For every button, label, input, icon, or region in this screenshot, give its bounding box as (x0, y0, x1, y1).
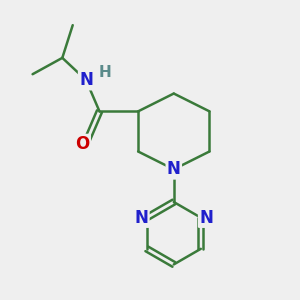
Text: O: O (75, 135, 90, 153)
Text: N: N (79, 71, 93, 89)
Text: N: N (199, 208, 213, 226)
Text: H: H (99, 65, 112, 80)
Text: N: N (134, 208, 148, 226)
Text: N: N (167, 160, 181, 178)
